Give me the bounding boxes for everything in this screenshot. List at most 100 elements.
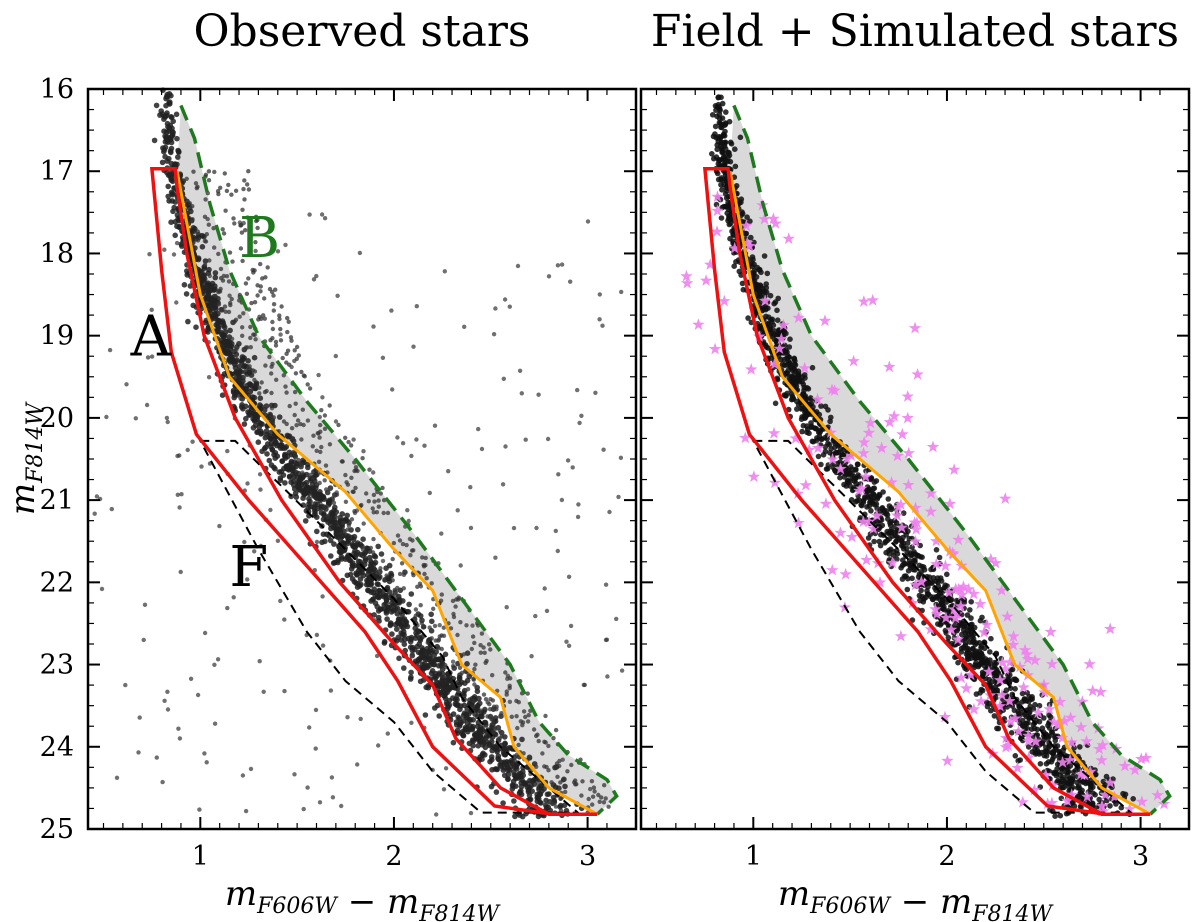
star-marker	[1041, 797, 1054, 810]
data-point	[183, 291, 190, 297]
data-point	[452, 701, 459, 707]
panel-simulated: Field + Simulated stars 1 2 3 mF606W − mF814…	[639, 6, 1191, 922]
data-point	[241, 311, 246, 316]
star-marker	[1022, 750, 1035, 763]
data-point	[307, 725, 312, 730]
data-point	[207, 273, 212, 279]
data-point	[826, 441, 833, 448]
data-point	[1015, 758, 1021, 764]
star-marker	[930, 607, 943, 620]
star-marker	[1061, 794, 1074, 807]
data-point	[432, 623, 438, 629]
data-point	[212, 274, 219, 281]
data-point	[381, 602, 388, 608]
star-marker	[862, 426, 876, 439]
data-point	[504, 689, 509, 694]
star-marker	[943, 497, 957, 510]
data-point	[459, 670, 465, 675]
data-point	[431, 661, 438, 668]
data-point	[395, 585, 400, 591]
star-marker	[888, 409, 901, 422]
data-point	[224, 188, 230, 194]
data-point	[535, 794, 541, 801]
data-point	[94, 494, 100, 499]
data-point	[145, 355, 151, 360]
data-point	[599, 795, 604, 800]
data-point	[176, 149, 182, 155]
data-point	[212, 245, 217, 250]
data-point	[550, 794, 557, 801]
data-point	[792, 358, 798, 364]
data-point	[237, 298, 242, 303]
data-point	[141, 637, 146, 643]
data-point	[245, 215, 250, 220]
data-point	[124, 382, 129, 387]
data-point	[411, 573, 416, 578]
star-marker	[1047, 715, 1061, 728]
data-point	[429, 618, 435, 625]
data-point	[409, 453, 414, 459]
data-point	[253, 240, 258, 245]
data-point	[328, 553, 334, 559]
data-point	[415, 584, 420, 589]
data-point	[253, 248, 258, 254]
data-point	[269, 390, 274, 396]
star-marker	[1028, 653, 1042, 666]
star-marker	[977, 625, 991, 638]
data-point	[333, 529, 340, 536]
data-point	[317, 435, 322, 440]
data-point	[223, 208, 228, 213]
data-point	[286, 319, 291, 324]
star-marker	[1044, 625, 1057, 638]
data-point	[614, 616, 619, 622]
data-point	[446, 702, 453, 708]
data-point	[371, 324, 376, 329]
star-marker	[883, 415, 896, 428]
data-point	[544, 791, 551, 798]
data-point	[1064, 772, 1071, 778]
data-point	[276, 414, 283, 420]
data-point	[774, 375, 780, 382]
data-point	[970, 651, 977, 657]
data-point	[190, 439, 195, 444]
data-point	[489, 737, 494, 742]
data-point	[1076, 785, 1083, 792]
data-point	[164, 158, 170, 164]
star-marker	[954, 599, 967, 612]
data-point	[491, 721, 496, 727]
data-point	[398, 609, 404, 615]
data-point	[527, 756, 533, 761]
data-point	[370, 550, 376, 555]
data-point	[289, 364, 294, 370]
data-point	[802, 395, 809, 402]
star-marker	[909, 535, 922, 547]
data-point	[217, 523, 222, 529]
data-point	[224, 274, 230, 279]
data-point	[575, 387, 580, 393]
data-point	[994, 725, 1000, 732]
data-point	[1052, 733, 1059, 739]
data-point	[401, 586, 406, 591]
data-point	[291, 449, 296, 455]
data-point	[1041, 752, 1048, 759]
data-point	[395, 435, 400, 440]
data-point	[197, 807, 202, 812]
region-a-outline	[702, 167, 1151, 816]
data-point	[351, 437, 356, 442]
data-point	[580, 779, 585, 784]
data-point	[243, 808, 249, 814]
data-point	[521, 709, 527, 714]
data-point	[348, 566, 355, 572]
data-point	[500, 482, 506, 487]
data-point	[368, 557, 373, 562]
data-point	[296, 353, 301, 358]
data-point	[300, 473, 307, 480]
data-point	[170, 208, 176, 215]
data-point	[428, 611, 435, 618]
data-point	[534, 733, 539, 739]
data-point	[979, 614, 985, 621]
star-marker	[1095, 799, 1109, 812]
data-point	[470, 717, 477, 723]
data-point	[415, 628, 421, 634]
data-point	[514, 775, 521, 781]
